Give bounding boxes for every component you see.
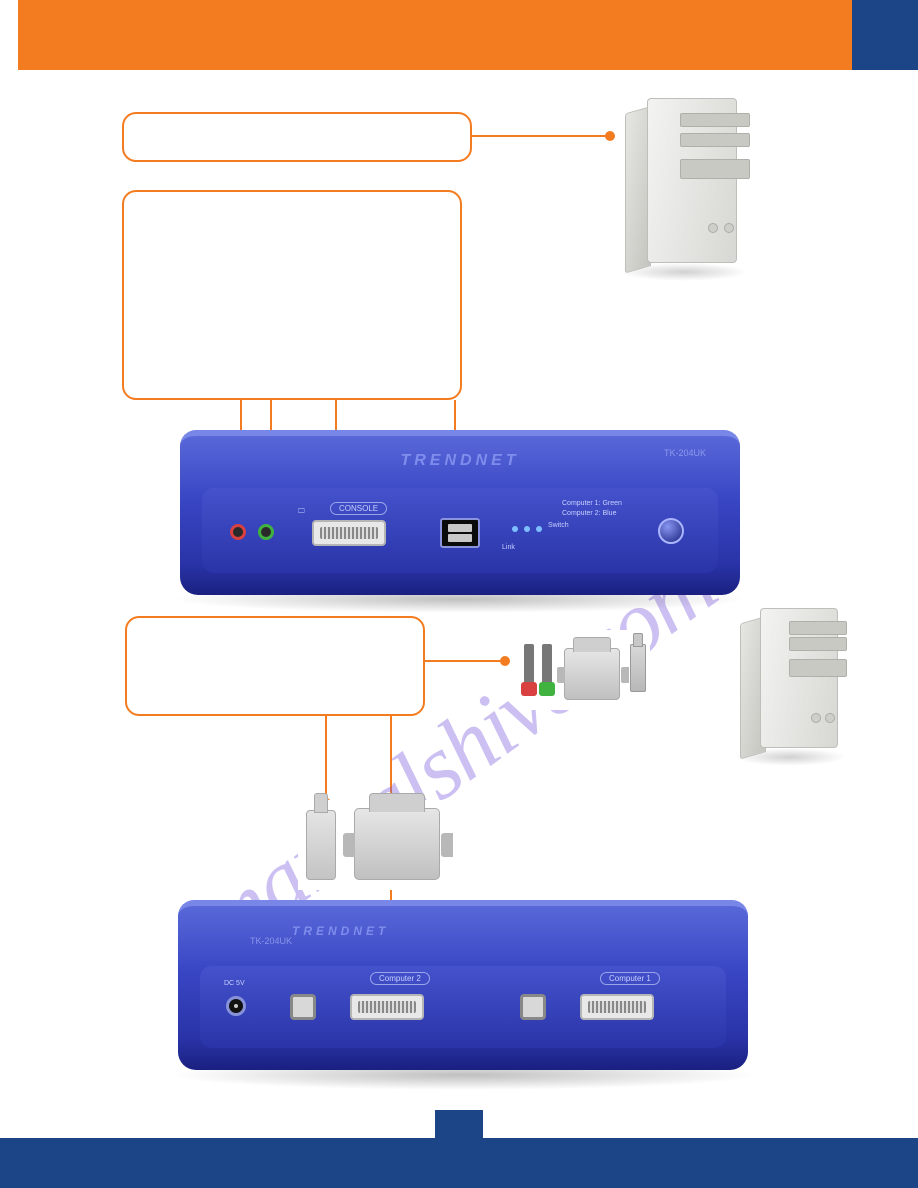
device-brand: TRENDNET: [292, 924, 389, 938]
usb-ports-icon: [440, 518, 480, 548]
computer1-group-label: Computer 1: [600, 972, 660, 985]
mic-jack-icon: [230, 524, 246, 540]
kvm-switch-front: TRENDNET TK-204UK 🖵 CONSOLE Switch Link …: [180, 430, 740, 595]
status-led-icon: [536, 526, 542, 532]
page-header: [0, 0, 918, 70]
header-orange-bar: [18, 0, 852, 70]
device-model: TK-204UK: [664, 448, 706, 458]
page-footer: [0, 1138, 918, 1188]
leader-dot: [500, 656, 510, 666]
callout-box-2: [122, 190, 462, 400]
dc-jack-icon: [226, 996, 246, 1016]
link-label: Link: [502, 544, 515, 551]
console-label: CONSOLE: [330, 502, 387, 515]
leader-line: [325, 716, 327, 802]
computer1-label: Computer 1: Green: [562, 500, 622, 507]
switch-label: Switch: [548, 522, 569, 529]
dvi-port-icon: [350, 994, 424, 1020]
usb-b-port-icon: [290, 994, 316, 1020]
callout-box-1: [122, 112, 472, 162]
kvm-switch-back: TRENDNET TK-204UK DC 5V Computer 2 Compu…: [178, 900, 748, 1070]
callout-box-3: [125, 616, 425, 716]
leader-line: [472, 135, 610, 137]
kvm-cable-connectors: [520, 630, 650, 710]
back-panel: DC 5V Computer 2 Computer 1: [200, 966, 726, 1048]
device-brand: TRENDNET: [400, 452, 519, 470]
header-blue-bar: [852, 0, 918, 70]
computer2-group-label: Computer 2: [370, 972, 430, 985]
kvm-cable-to-switch: [298, 800, 458, 890]
leader-dot: [605, 131, 615, 141]
computer2-label: Computer 2: Blue: [562, 510, 616, 517]
dvi-port-icon: [580, 994, 654, 1020]
leader-line: [425, 660, 505, 662]
pc-tower-illustration: [740, 608, 845, 758]
front-panel: 🖵 CONSOLE Switch Link Computer 1: Green …: [202, 488, 718, 573]
pc-tower-illustration: [625, 98, 745, 273]
usb-b-port-icon: [520, 994, 546, 1020]
status-led-icon: [524, 526, 530, 532]
select-button-icon: [658, 518, 684, 544]
dvi-port-icon: [312, 520, 386, 546]
dc-label: DC 5V: [224, 980, 245, 987]
status-led-icon: [512, 526, 518, 532]
monitor-icon: 🖵: [298, 508, 305, 516]
speaker-jack-icon: [258, 524, 274, 540]
device-model: TK-204UK: [250, 936, 292, 946]
